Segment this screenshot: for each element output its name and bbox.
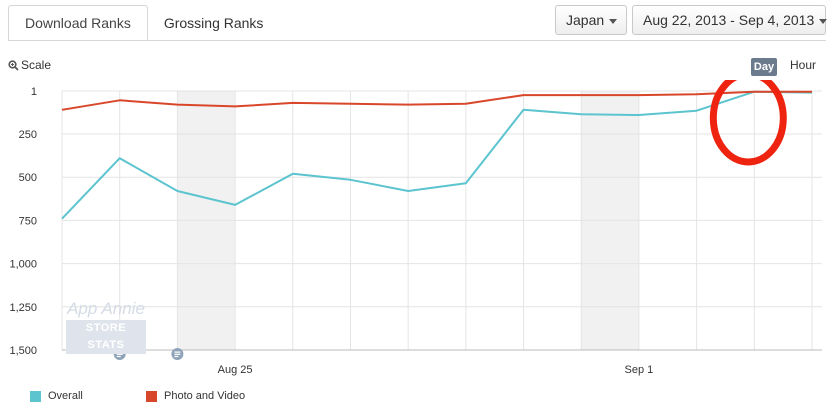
- legend-label-overall: Overall: [48, 390, 83, 402]
- highlight-circle: [709, 80, 787, 166]
- rank-chart: 1 250 500 750 1,000 1,250 1,500 Aug 25 Sep 1: [9, 80, 822, 376]
- chevron-down-icon: [609, 18, 618, 24]
- y-tick-label: 1,000: [9, 259, 37, 271]
- watermark-line2: STORE STATS: [66, 320, 146, 354]
- tab-grossing-ranks[interactable]: Grossing Ranks: [163, 15, 264, 31]
- tab-download-ranks[interactable]: Download Ranks: [8, 5, 148, 41]
- watermark-line1: App Annie: [67, 299, 145, 318]
- legend-swatch-overall: [30, 390, 41, 402]
- tab-divider: [8, 40, 826, 41]
- y-tick-label: 1,500: [9, 345, 37, 357]
- note-icon-line: [116, 355, 121, 358]
- y-tick-label: 250: [19, 129, 37, 141]
- note-icon-line: [174, 355, 179, 358]
- granularity-day-button[interactable]: Day: [751, 58, 777, 76]
- legend-item-overall[interactable]: Overall: [30, 390, 83, 402]
- chevron-down-icon: [819, 18, 828, 24]
- note-icon-line: [174, 353, 181, 355]
- scale-label: Scale: [21, 58, 52, 72]
- note-icon-line: [116, 353, 123, 355]
- country-value: Japan: [566, 12, 605, 28]
- date-range-dropdown[interactable]: Aug 22, 2013 - Sep 4, 2013: [632, 5, 828, 35]
- note-icon-line: [174, 351, 181, 353]
- zoom-icon: [8, 59, 19, 71]
- legend-label-photo-video: Photo and Video: [164, 390, 246, 402]
- x-tick-label: Aug 25: [218, 364, 253, 376]
- granularity-hour-button[interactable]: Hour: [790, 58, 817, 72]
- y-tick-label: 500: [19, 172, 37, 184]
- date-range-value: Aug 22, 2013 - Sep 4, 2013: [643, 12, 815, 28]
- app-annie-watermark: App Annie STORE STATS: [66, 300, 146, 354]
- series-line-photo-video: [61, 90, 812, 111]
- y-tick-label: 750: [19, 215, 37, 227]
- note-icon[interactable]: [171, 348, 184, 360]
- scale-button[interactable]: Scale: [8, 58, 51, 72]
- legend-item-photo-video[interactable]: Photo and Video: [146, 390, 245, 402]
- y-tick-label: 1,250: [9, 302, 37, 314]
- rank-tabs: Download Ranks Grossing Ranks: [8, 4, 279, 41]
- country-dropdown[interactable]: Japan: [555, 5, 627, 35]
- x-tick-label: Sep 1: [625, 364, 654, 376]
- legend-swatch-photo-video: [146, 390, 157, 402]
- y-tick-label: 1: [31, 86, 37, 98]
- series-line-overall: [61, 90, 813, 220]
